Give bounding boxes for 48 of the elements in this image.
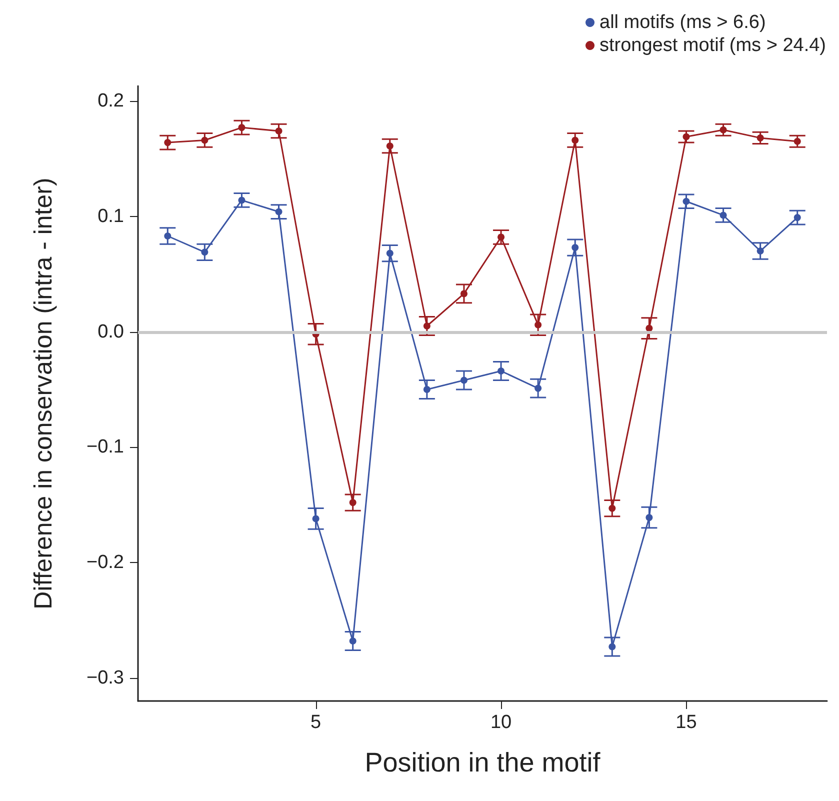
y-tick-label: 0.0 — [98, 321, 124, 342]
point — [386, 250, 394, 257]
y-tick-label: −0.2 — [86, 552, 124, 574]
y-tick-label: −0.3 — [86, 667, 124, 688]
point — [201, 136, 208, 144]
point — [164, 232, 172, 240]
point — [498, 368, 505, 374]
x-tick-label: 10 — [490, 712, 512, 733]
point — [460, 290, 468, 298]
point — [238, 124, 246, 132]
point — [349, 638, 356, 644]
point — [534, 321, 542, 328]
point — [312, 515, 320, 522]
point — [756, 248, 764, 254]
point — [756, 134, 764, 142]
point — [720, 126, 727, 134]
point — [794, 138, 801, 145]
point — [238, 196, 246, 204]
point — [720, 212, 727, 219]
x-axis-title: Position in the motif — [364, 748, 601, 778]
point — [201, 248, 208, 256]
point — [682, 198, 690, 205]
point — [682, 133, 690, 140]
point — [349, 499, 356, 506]
point — [572, 244, 579, 252]
legend-label: all motifs (ms > 6.6) — [600, 12, 766, 33]
point — [164, 139, 172, 146]
y-tick-label: −0.1 — [86, 436, 124, 458]
y-tick-label: 0.2 — [98, 90, 124, 112]
x-tick-label: 5 — [310, 712, 322, 733]
legend-label: strongest motif (ms > 24.4) — [600, 35, 826, 56]
point — [572, 136, 579, 144]
point — [275, 208, 282, 216]
point — [794, 214, 801, 222]
point — [646, 514, 653, 522]
point — [608, 504, 616, 512]
point — [498, 234, 505, 241]
point — [646, 324, 653, 332]
point — [275, 128, 282, 134]
point — [534, 384, 542, 392]
point — [460, 376, 468, 384]
point — [386, 142, 394, 150]
point — [423, 322, 430, 330]
x-tick-label: 15 — [676, 712, 697, 733]
point — [423, 386, 430, 393]
y-axis-title: Difference in conservation (intra - inter) — [30, 178, 58, 610]
point — [608, 643, 616, 650]
y-tick-label: 0.1 — [98, 206, 124, 227]
